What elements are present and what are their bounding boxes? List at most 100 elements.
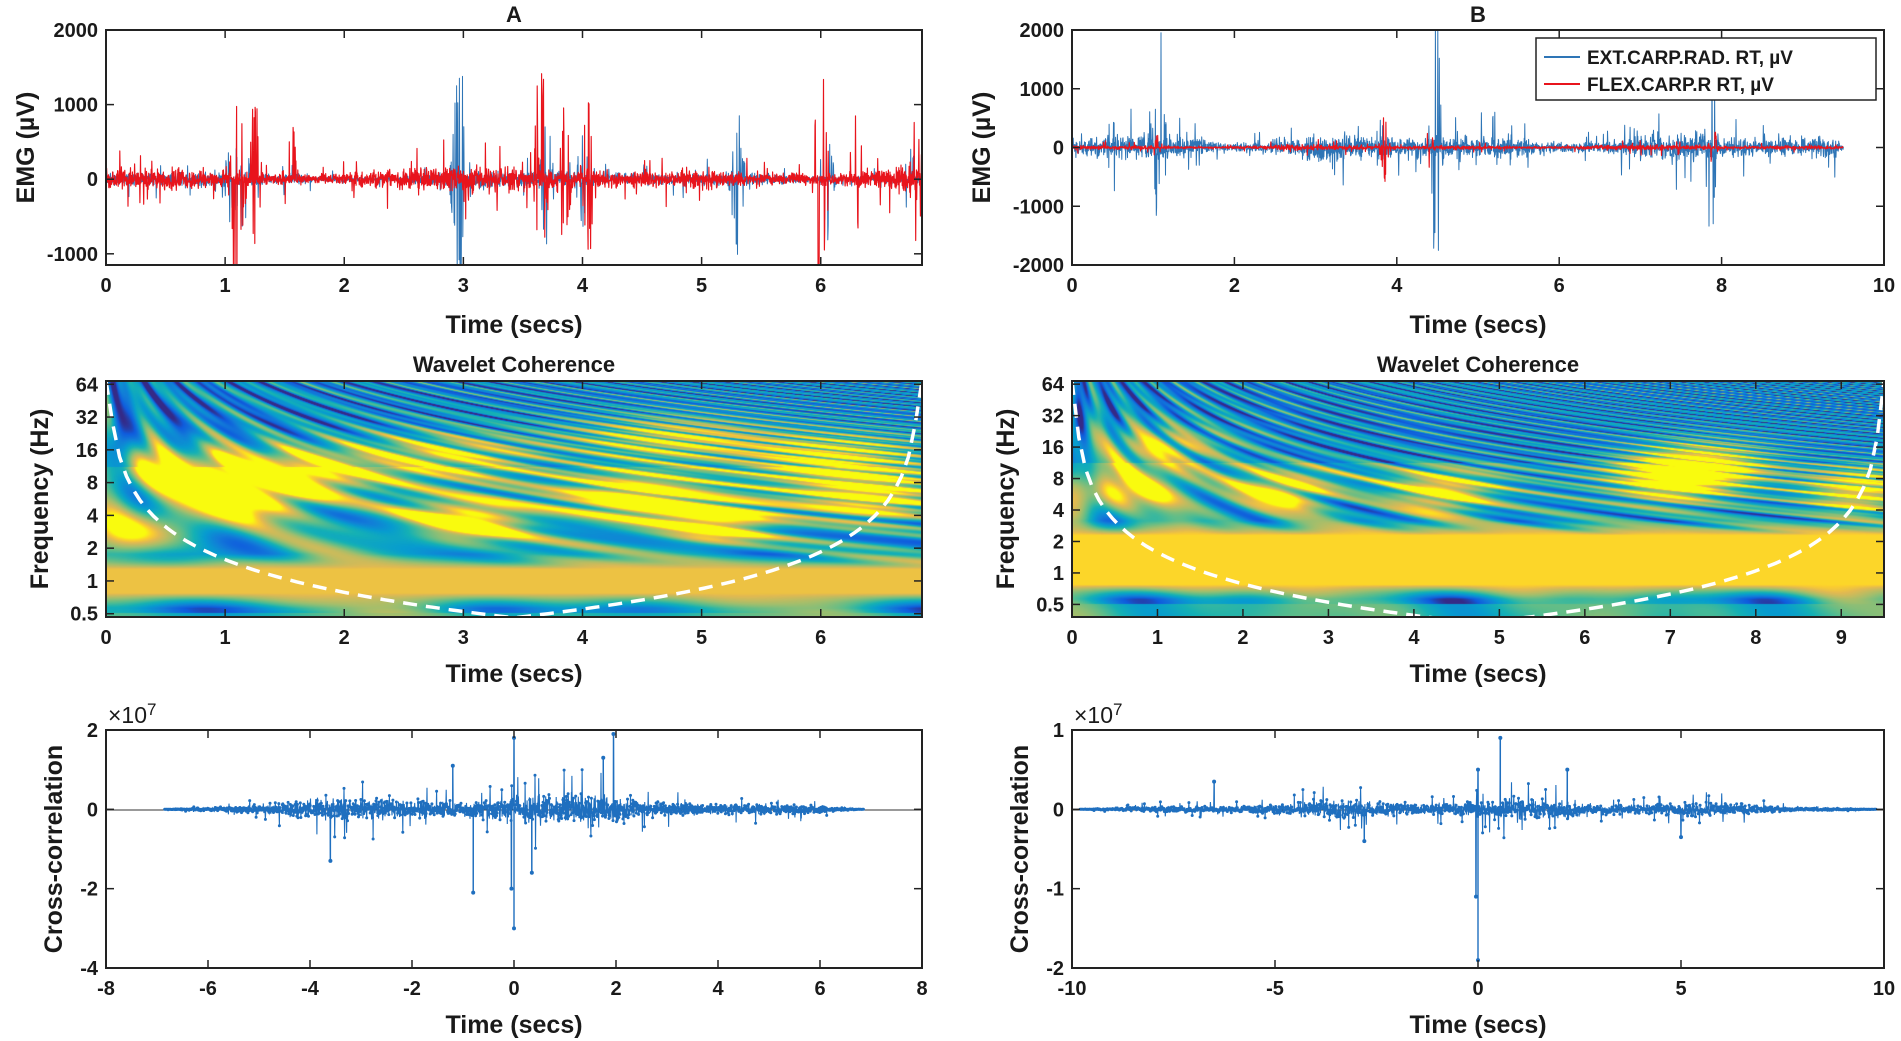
x-tick-label: 2 [1237,627,1248,649]
x-tick-label: 5 [696,627,707,649]
y-tick-label: 8 [1053,469,1064,491]
coherence-heatmap [1072,381,1884,617]
x-tick-label: 0 [100,275,111,297]
x-tick-label: 0 [1066,275,1077,297]
crosscorr-markers [1078,768,1878,899]
crosscorr-spike-point [328,858,333,863]
x-tick-label: 0 [1066,627,1077,649]
y-tick-label: 2000 [1020,20,1065,42]
panel-b-emg: 0 2 4 6 8 10 -2000 -1000 0 1000 2000 B Time (secs)… [968,2,1895,339]
x-tick-label: 3 [458,627,469,649]
x-tick-label: 1 [220,627,231,649]
crosscorr-spike-point [601,755,606,760]
y-tick-label: 2 [87,720,98,742]
axes-frame [105,729,923,969]
crosscorr-spike-point [1212,779,1217,784]
x-axis-label: Time (secs) [1409,311,1546,339]
x-tick-label: -8 [97,978,115,1000]
x-tick-label: -5 [1266,978,1284,1000]
y-axis-label: EMG (µV) [12,92,40,204]
y-tick-label: 16 [76,440,98,462]
x-tick-label: 9 [1836,627,1847,649]
x-tick-label: 0 [1472,978,1483,1000]
y-tick-label: 1 [1053,563,1064,585]
x-tick-label: 5 [696,275,707,297]
series-line-flex-carp-r [106,73,922,265]
x-tick-label: 3 [1323,627,1334,649]
y-tick-label: 2 [1053,531,1064,553]
crosscorr-spike-point [1679,835,1683,840]
x-tick-label: -10 [1058,978,1087,1000]
y-tick-label: -2 [1046,958,1064,980]
x-axis-label: Time (secs) [1409,660,1546,688]
panel-title: Wavelet Coherence [413,352,615,377]
panel-b-crosscorr: -10 -5 0 5 10-2-101 ×107 Time (secs) Cross-c… [1006,700,1895,1039]
y-tick-label: 32 [1042,406,1064,428]
x-axis-label: Time (secs) [445,1011,582,1039]
y-axis-label: Frequency (Hz) [992,409,1020,590]
x-tick-label: 2 [610,978,621,1000]
crosscorr-spike-point [509,886,514,891]
x-tick-label: 5 [1494,627,1505,649]
x-tick-label: 8 [1716,275,1727,297]
x-tick-label: 2 [1229,275,1240,297]
crosscorr-spike-point [1473,894,1478,899]
y-tick-label: -1 [1046,879,1064,901]
axes-frame [1071,729,1885,969]
x-tick-label: 5 [1675,978,1686,1000]
legend-box [1535,37,1877,101]
x-tick-label: 1 [1152,627,1163,649]
panel-a-crosscorr: -8 -6 -4 -2 0 2 4 6 8 -4 -2 0 2 ×107 Time (secs) Cro… [40,700,928,1039]
y-tick-label: 4 [1053,500,1065,522]
x-axis-label: Time (secs) [445,311,582,339]
crosscorr-spike-point [512,926,516,931]
x-tick-label: 6 [1579,627,1590,649]
x-tick-label: 7 [1665,627,1676,649]
y-tick-label: -1000 [47,244,98,266]
x-tick-label: 6 [814,978,825,1000]
panel-b-coherence: 0 1 2 3 4 5 6 7 8 9 0.5 1 2 4 8 16 32 64 Wavelet Coherenc… [992,352,1886,688]
crosscorr-markers [163,732,865,895]
y-tick-label: 4 [87,505,99,527]
y-axis-label: Cross-correlation [40,745,68,953]
crosscorr-spike-point [1362,839,1367,844]
y-tick-label: -4 [80,958,99,980]
x-tick-label: 6 [815,275,826,297]
y-tick-label: 8 [87,473,98,495]
panel-title: A [506,2,522,27]
y-axis-label: Frequency (Hz) [26,409,54,590]
x-tick-label: 3 [458,275,469,297]
x-tick-label: 6 [1554,275,1565,297]
y-tick-label: 32 [76,407,98,429]
crosscorr-spike-point [471,890,476,895]
legend: EXT.CARP.RAD. RT, µV FLEX.CARP.R RT, µV [1535,37,1877,101]
y-tick-label: 1 [1053,720,1064,742]
crosscorr-spike-point [1565,767,1570,772]
x-tick-label: -4 [301,978,320,1000]
y-tick-label: 0 [87,799,98,821]
x-tick-label: 0 [100,627,111,649]
crosscorr-spike-point [611,731,616,736]
y-axis-label: EMG (µV) [968,92,996,204]
crosscorr-spike-point [1476,767,1480,772]
x-tick-label: -2 [403,978,421,1000]
axes-frame [1071,380,1885,618]
crosscorr-spike-point [1498,735,1503,740]
x-tick-label: 4 [577,627,589,649]
cone-of-influence [1070,380,1886,622]
x-tick-label: 2 [339,627,350,649]
panel-title: B [1470,2,1486,27]
y-tick-label: -2000 [1013,255,1064,277]
x-tick-label: 4 [712,978,724,1000]
y-tick-label: 1000 [1020,79,1065,101]
y-tick-label: 0 [1053,799,1064,821]
panel-a-coherence: 0 1 2 3 4 5 6 0.5 1 2 4 8 16 32 64 Wavelet Coherence T… [26,352,924,688]
y-tick-label: 0.5 [1036,594,1064,616]
x-tick-label: 8 [916,978,927,1000]
x-tick-label: 0 [508,978,519,1000]
y-tick-label: 0 [1053,138,1064,160]
x-tick-label: 4 [577,275,589,297]
axes-frame [1071,29,1885,266]
y-tick-label: 1000 [54,95,99,117]
